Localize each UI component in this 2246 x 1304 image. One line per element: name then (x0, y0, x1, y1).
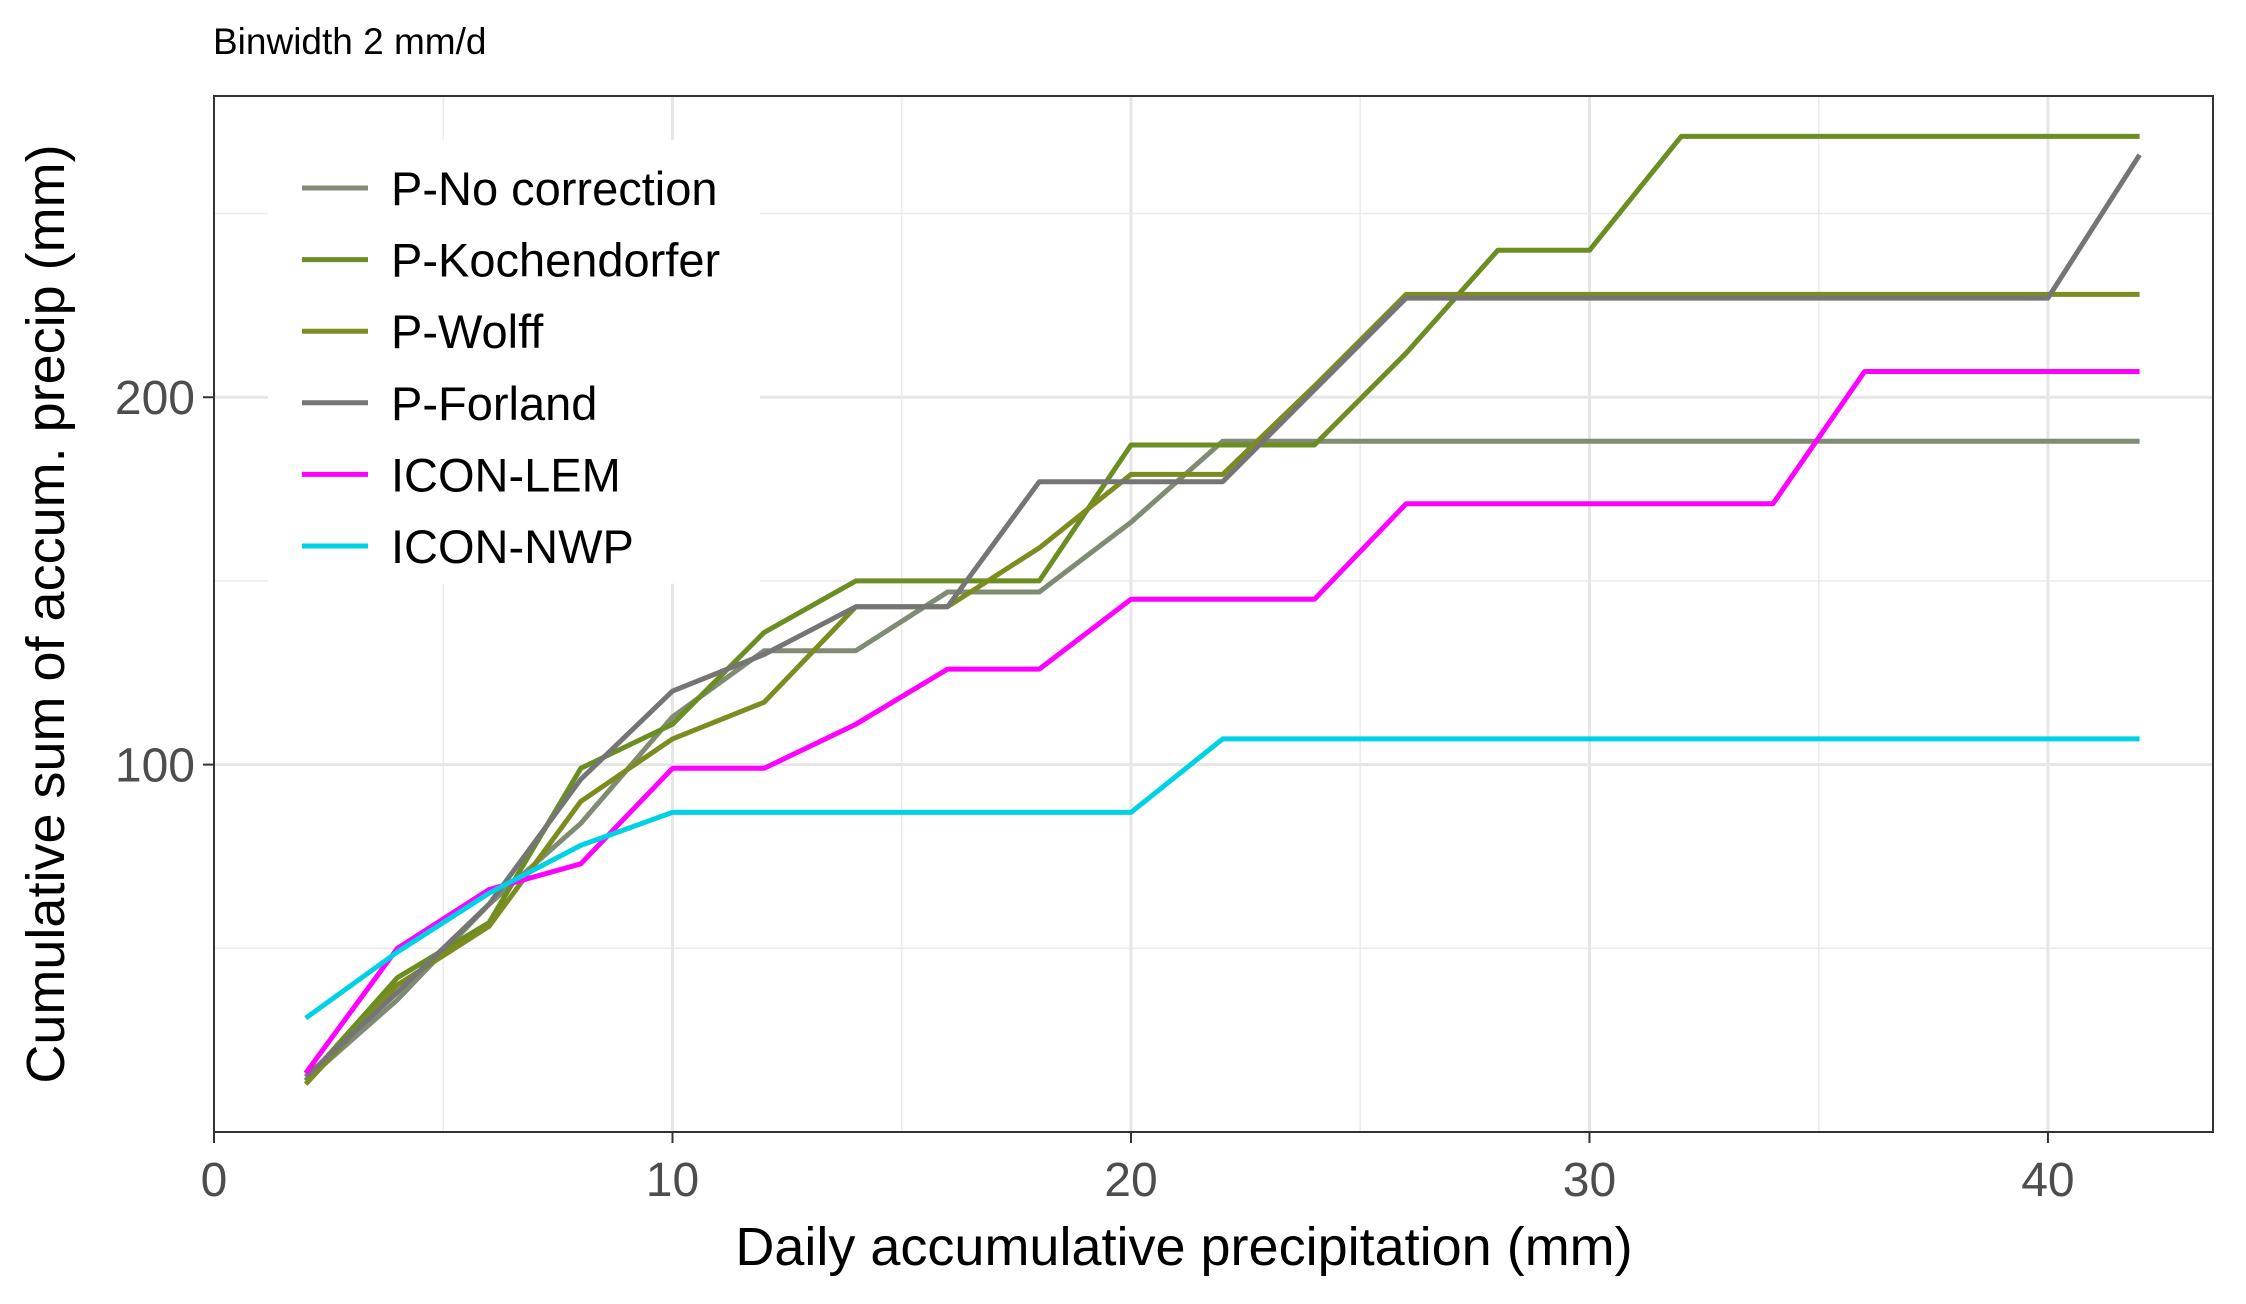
x-tick-label: 20 (1104, 1154, 1157, 1207)
series-line-3 (303, 291, 2140, 1086)
plot-panel-border (213, 95, 2214, 1133)
y-axis-title: Cumulative sum of accum. precip (mm) (16, 144, 76, 1083)
series-lines (303, 133, 2142, 1086)
legend-label-4: P-Forland (391, 377, 597, 430)
series-line-6 (304, 736, 2140, 1021)
legend-background (268, 140, 760, 584)
y-tick-label: 200 (115, 372, 195, 425)
x-axis-title: Daily accumulative precipitation (mm) (735, 1217, 1632, 1277)
axes: 0 10 20 30 40 100 200 (115, 372, 2075, 1207)
series-line-1 (304, 438, 2140, 1083)
legend-label-6: ICON-NWP (391, 520, 634, 573)
series-line-2 (303, 133, 2140, 1083)
x-tick-label: 40 (2021, 1154, 2074, 1207)
chart-subtitle: Binwidth 2 mm/d (213, 21, 487, 62)
x-tick-label: 30 (1563, 1154, 1616, 1207)
legend-label-3: P-Wolff (391, 305, 544, 358)
legend-label-5: ICON-LEM (391, 448, 621, 501)
x-tick-label: 10 (646, 1154, 699, 1207)
x-tick-label: 0 (201, 1154, 228, 1207)
series-line-4 (304, 153, 2142, 1079)
legend-label-2: P-Kochendorfer (391, 234, 720, 287)
legend-label-1: P-No correction (391, 162, 718, 215)
legend: P-No correction P-Kochendorfer P-Wolff P-Fo… (268, 140, 760, 584)
y-tick-label: 100 (115, 740, 195, 793)
